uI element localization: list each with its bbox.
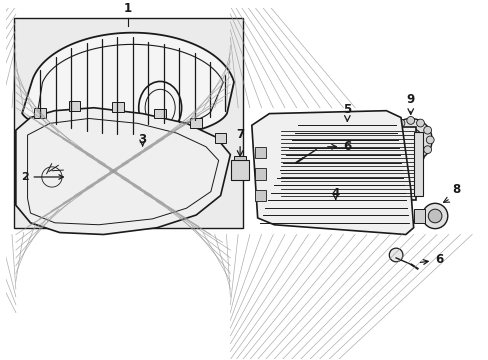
Ellipse shape <box>139 81 181 134</box>
Text: 7: 7 <box>236 128 244 141</box>
Circle shape <box>398 128 422 152</box>
Bar <box>234 156 245 161</box>
Circle shape <box>416 153 424 161</box>
Circle shape <box>406 156 414 163</box>
Bar <box>190 118 202 128</box>
Circle shape <box>386 136 394 144</box>
Circle shape <box>378 129 384 135</box>
Circle shape <box>396 153 404 161</box>
Polygon shape <box>22 33 233 138</box>
Bar <box>112 102 124 112</box>
Text: 8: 8 <box>452 184 460 197</box>
Bar <box>154 109 165 118</box>
Circle shape <box>388 248 402 262</box>
Circle shape <box>389 146 397 154</box>
Bar <box>279 127 415 201</box>
Circle shape <box>423 146 430 154</box>
Circle shape <box>388 118 431 161</box>
Text: 2: 2 <box>21 172 63 182</box>
Bar <box>413 132 423 195</box>
Text: 1: 1 <box>123 2 132 15</box>
Text: 9: 9 <box>406 93 414 106</box>
Bar <box>68 101 80 111</box>
Circle shape <box>36 161 67 193</box>
Bar <box>254 147 266 158</box>
Bar <box>413 209 425 223</box>
Circle shape <box>378 137 384 143</box>
Polygon shape <box>16 108 230 234</box>
Circle shape <box>426 136 433 144</box>
Bar <box>271 132 281 195</box>
Text: 4: 4 <box>331 187 339 200</box>
Circle shape <box>416 119 424 127</box>
Circle shape <box>423 126 430 134</box>
Circle shape <box>378 145 384 150</box>
Text: 6: 6 <box>420 253 443 266</box>
Bar <box>254 168 266 180</box>
Bar <box>254 190 266 201</box>
Circle shape <box>307 138 324 156</box>
Text: 6: 6 <box>327 140 351 153</box>
Text: 3: 3 <box>138 134 146 147</box>
Circle shape <box>406 117 414 124</box>
Circle shape <box>422 203 447 229</box>
Polygon shape <box>251 111 413 234</box>
Bar <box>231 161 248 180</box>
Circle shape <box>396 119 404 127</box>
Text: 5: 5 <box>343 103 351 116</box>
Circle shape <box>427 209 441 223</box>
Circle shape <box>389 126 397 134</box>
Bar <box>373 126 390 154</box>
Bar <box>14 18 243 228</box>
Bar <box>34 108 46 117</box>
Bar <box>214 133 226 143</box>
